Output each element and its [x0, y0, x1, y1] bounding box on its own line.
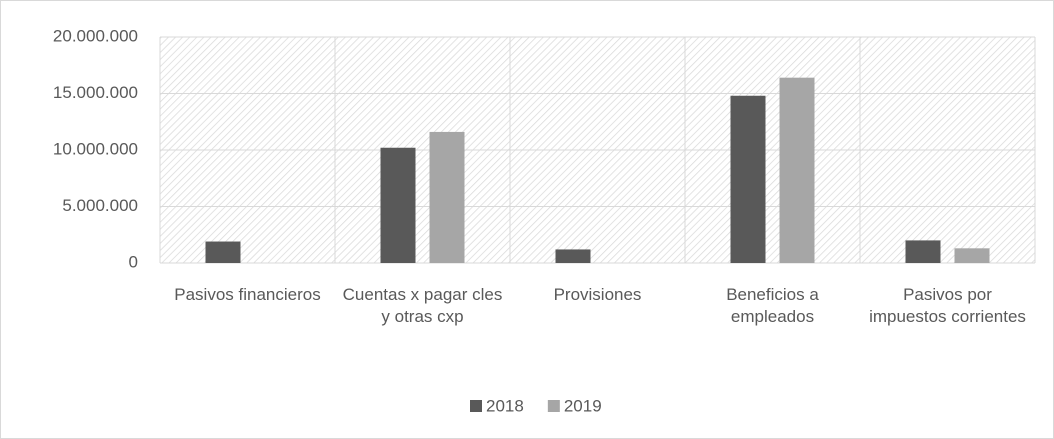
legend-swatch [470, 400, 482, 412]
bar [905, 240, 941, 263]
y-tick-label: 5.000.000 [62, 196, 138, 215]
bar [429, 131, 465, 263]
bar [380, 147, 416, 263]
y-tick-label: 15.000.000 [53, 83, 138, 102]
x-tick-label: Provisiones [553, 285, 642, 304]
legend-label: 2019 [564, 396, 602, 415]
y-tick-label: 10.000.000 [53, 139, 138, 158]
legend-swatch [547, 400, 560, 412]
y-tick-label: 20.000.000 [53, 26, 138, 45]
bar [205, 241, 241, 263]
x-tick-label: Pasivos por impuestos corrientes [869, 285, 1026, 326]
x-tick-label: Beneficios a empleados [726, 285, 819, 326]
bar [555, 249, 591, 263]
bar [779, 77, 815, 264]
legend-label: 2018 [486, 396, 524, 415]
bar [730, 95, 766, 263]
y-tick-label: 0 [129, 252, 138, 271]
x-tick-label: Pasivos financieros [174, 285, 321, 304]
bar [954, 248, 990, 263]
x-tick-label: Cuentas x pagar cles y otras cxp [342, 285, 503, 326]
